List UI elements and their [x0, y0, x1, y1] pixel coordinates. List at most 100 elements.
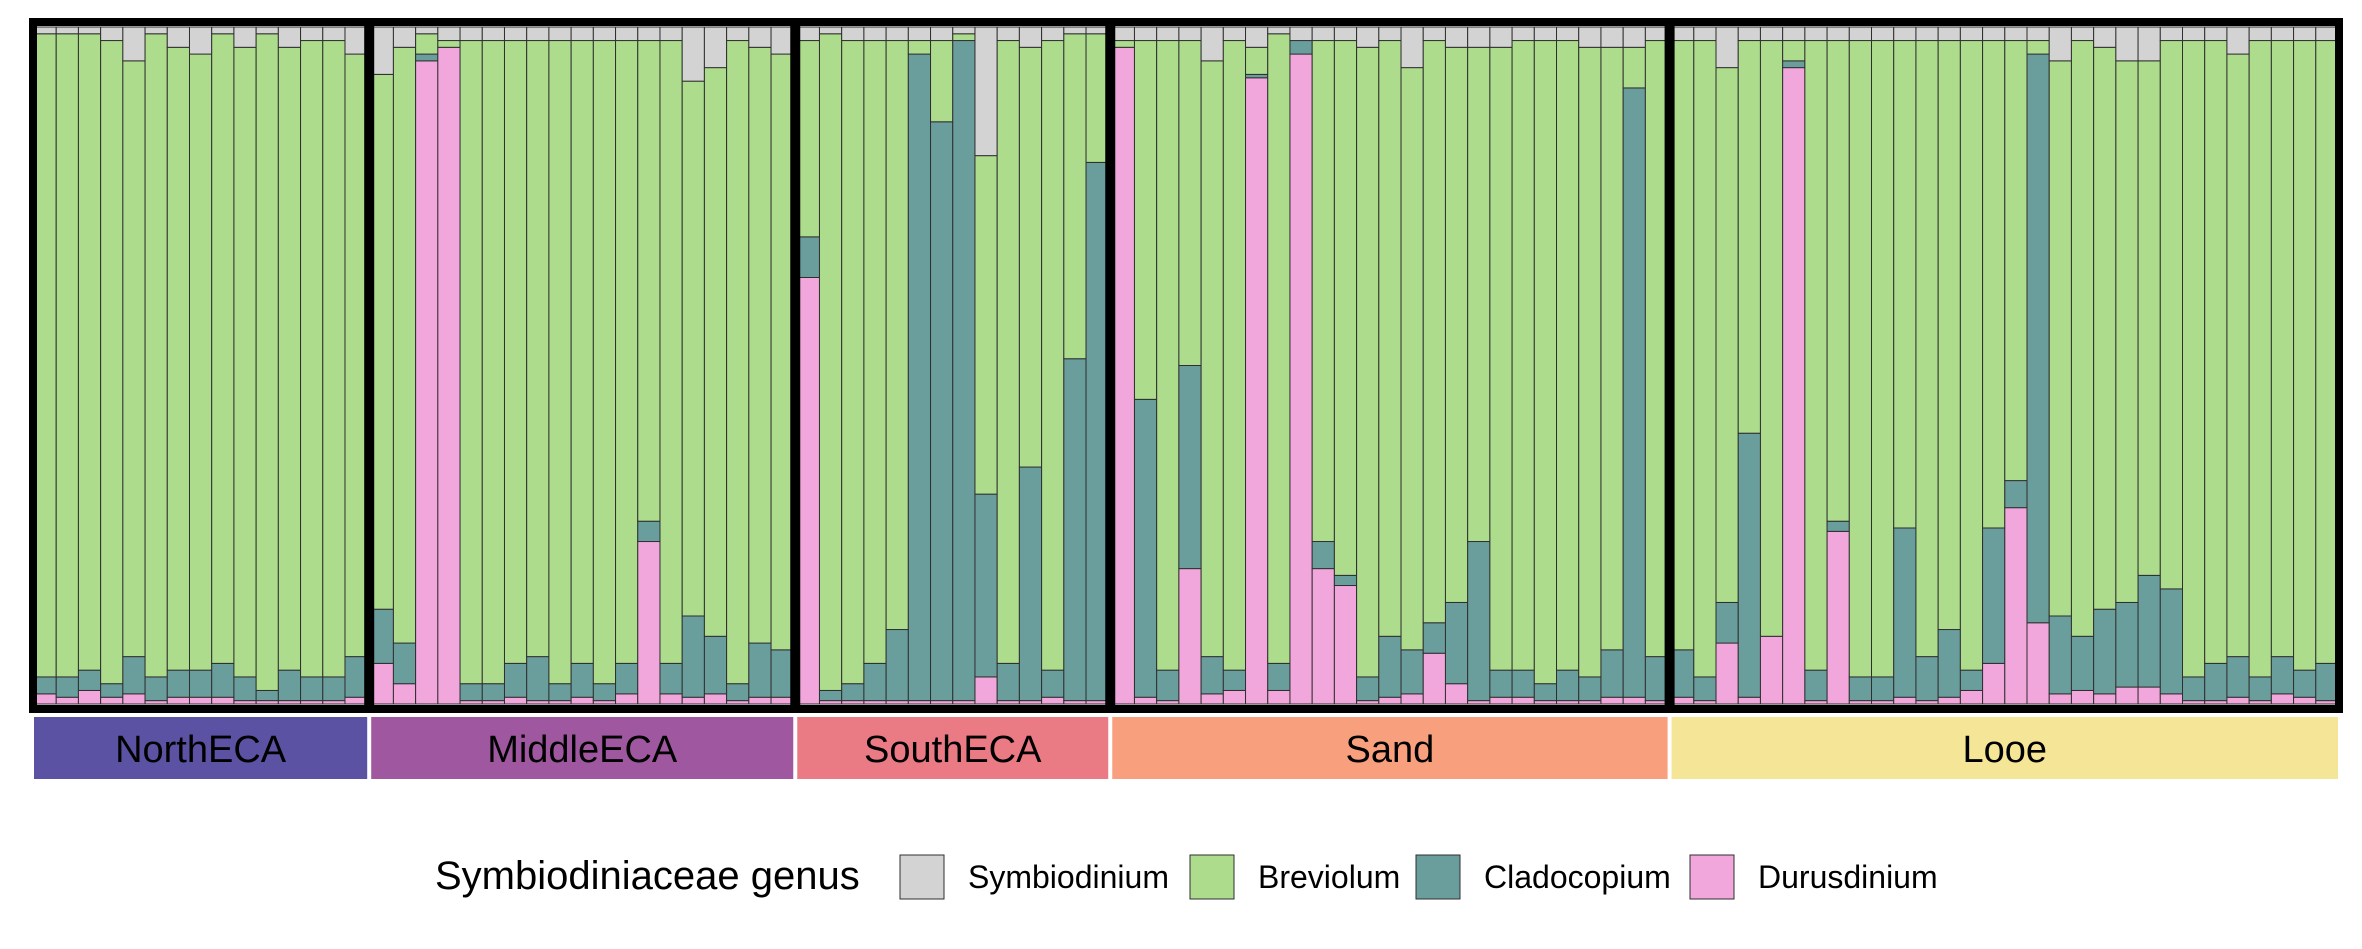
bar-segment-breviolum: [1848, 40, 1873, 678]
bar-segment-cladocopium: [796, 236, 820, 278]
bar-segment-cladocopium: [1737, 432, 1761, 698]
bar-segment-durusdinium: [437, 46, 461, 705]
bar-segment-durusdinium: [1041, 696, 1065, 705]
bar-segment-symbiodinium: [1111, 26, 1135, 42]
bar-segment-symbiodinium: [55, 26, 79, 35]
bar-segment-durusdinium: [2026, 622, 2050, 705]
bar-segment-cladocopium: [77, 669, 102, 691]
bar-segment-breviolum: [2026, 40, 2050, 55]
legend-swatch-durusdinium: [1689, 854, 1735, 900]
bar-segment-breviolum: [1111, 40, 1135, 48]
bar-segment-durusdinium: [2270, 693, 2295, 705]
bar-segment-symbiodinium: [2226, 26, 2250, 55]
bar-segment-cladocopium: [189, 669, 213, 698]
bar-segment-breviolum: [2248, 40, 2272, 678]
bar-segment-cladocopium: [996, 662, 1020, 702]
bar-segment-breviolum: [2137, 60, 2161, 576]
bar-segment-breviolum: [1133, 40, 1158, 400]
bar-segment-cladocopium: [166, 669, 190, 698]
bar-segment-symbiodinium: [996, 26, 1020, 42]
bar-segment-durusdinium: [1085, 700, 1109, 705]
bar-segment-symbiodinium: [637, 26, 661, 42]
bar-segment-cladocopium: [481, 683, 505, 702]
legend-label-symbiodinium: Symbiodinium: [968, 859, 1169, 895]
bar-segment-durusdinium: [2159, 693, 2184, 705]
bar-segment-breviolum: [344, 53, 368, 658]
bar-segment-breviolum: [1511, 40, 1535, 671]
bar-segment-symbiodinium: [233, 26, 257, 48]
bar-segment-cladocopium: [2070, 635, 2095, 691]
bar-segment-cladocopium: [2093, 608, 2117, 695]
bar-segment-cladocopium: [1200, 656, 1224, 695]
bar-segment-breviolum: [637, 40, 661, 522]
bar-segment-breviolum: [1356, 46, 1380, 678]
bar-segment-cladocopium: [1422, 622, 1446, 654]
bar-segment-cladocopium: [681, 615, 705, 698]
bar-segment-breviolum: [1826, 40, 1850, 522]
bar-segment-breviolum: [615, 40, 639, 664]
bar-segment-cladocopium: [1178, 365, 1202, 570]
bar-segment-breviolum: [2293, 40, 2317, 671]
bar-segment-symbiodinium: [415, 26, 439, 35]
bar-segment-durusdinium: [1245, 77, 1269, 705]
bar-segment-symbiodinium: [1759, 26, 1784, 42]
bar-segment-cladocopium: [2026, 53, 2050, 624]
bar-segment-cladocopium: [1444, 601, 1469, 685]
bar-segment-breviolum: [1267, 33, 1291, 664]
bar-segment-symbiodinium: [952, 26, 976, 35]
bar-segment-symbiodinium: [841, 26, 865, 42]
bar-segment-durusdinium: [1622, 696, 1646, 705]
bar-segment-durusdinium: [1578, 700, 1602, 705]
bar-segment-symbiodinium: [1915, 26, 1939, 42]
bar-segment-cladocopium: [907, 53, 932, 702]
bar-segment-durusdinium: [659, 693, 683, 705]
bar-segment-durusdinium: [1715, 642, 1739, 705]
bar-segment-cladocopium: [1804, 669, 1828, 702]
bar-segment-durusdinium: [1826, 530, 1850, 705]
bar-segment-symbiodinium: [300, 26, 324, 42]
group-strip: [1112, 717, 1668, 779]
bar-segment-cladocopium: [503, 662, 528, 698]
bar-segment-durusdinium: [1356, 700, 1380, 705]
bar-segment-breviolum: [841, 40, 865, 685]
bar-segment-breviolum: [437, 40, 461, 48]
bar-segment-symbiodinium: [1715, 26, 1739, 69]
bar-segment-durusdinium: [2315, 700, 2339, 705]
bar-segment-symbiodinium: [1804, 26, 1828, 42]
bar-segment-durusdinium: [1333, 585, 1358, 705]
bar-segment-cladocopium: [1063, 358, 1087, 702]
bar-segment-cladocopium: [255, 689, 279, 702]
bar-segment-cladocopium: [1356, 676, 1380, 702]
bar-segment-durusdinium: [974, 676, 998, 705]
bar-segment-breviolum: [2159, 40, 2184, 590]
bar-segment-breviolum: [255, 33, 279, 691]
bar-segment-cladocopium: [1511, 669, 1535, 698]
bar-segment-breviolum: [703, 67, 728, 637]
bar-segment-cladocopium: [1893, 527, 1917, 698]
bar-segment-cladocopium: [322, 676, 346, 702]
bar-segment-cladocopium: [392, 642, 417, 685]
bar-segment-breviolum: [1556, 40, 1580, 671]
bar-segment-durusdinium: [415, 60, 439, 705]
bar-segment-cladocopium: [952, 40, 976, 702]
bar-segment-cladocopium: [100, 683, 124, 698]
bar-segment-durusdinium: [255, 700, 279, 705]
bar-segment-symbiodinium: [1400, 26, 1424, 69]
bar-segment-symbiodinium: [2248, 26, 2272, 42]
bar-segment-cladocopium: [1693, 676, 1717, 702]
bar-segment-breviolum: [166, 46, 190, 671]
bar-segment-cladocopium: [2204, 662, 2228, 702]
bar-segment-cladocopium: [2315, 662, 2339, 702]
bar-segment-symbiodinium: [1041, 26, 1065, 42]
bar-segment-durusdinium: [144, 700, 168, 705]
bar-segment-symbiodinium: [1222, 26, 1247, 42]
bar-segment-symbiodinium: [2270, 26, 2295, 42]
bar-segment-breviolum: [2204, 40, 2228, 664]
bar-segment-durusdinium: [166, 696, 190, 705]
bar-segment-breviolum: [1782, 40, 1806, 62]
bar-segment-cladocopium: [1644, 656, 1669, 702]
bar-segment-symbiodinium: [930, 26, 954, 42]
bar-segment-durusdinium: [2093, 693, 2117, 705]
bar-segment-cladocopium: [1311, 541, 1335, 570]
